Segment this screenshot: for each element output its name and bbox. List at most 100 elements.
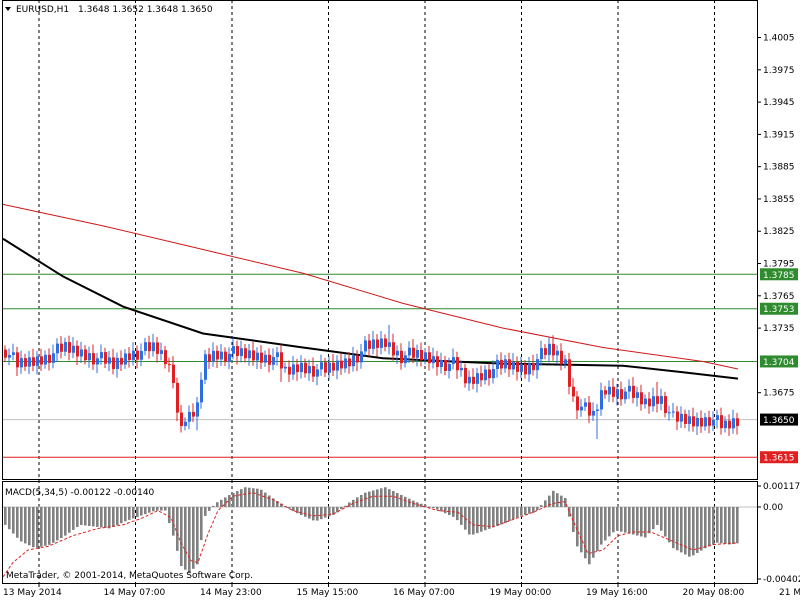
candle-body <box>688 416 691 424</box>
candle-body <box>276 352 279 358</box>
macd-histogram-bar <box>496 506 499 526</box>
macd-histogram-bar <box>304 506 307 517</box>
macd-histogram-bar <box>344 505 347 507</box>
macd-histogram-bar <box>600 506 603 545</box>
candle-body <box>112 357 115 369</box>
candle-body <box>36 356 39 366</box>
macd-histogram-bar <box>288 506 291 509</box>
candle-body <box>492 368 495 379</box>
price-level-label: 1.3785 <box>763 271 795 281</box>
macd-histogram-bar <box>96 506 99 527</box>
candle-body <box>96 358 99 365</box>
macd-histogram-bar <box>700 506 703 551</box>
macd-histogram-bar <box>188 506 191 574</box>
macd-histogram-bar <box>320 506 323 520</box>
macd-histogram-bar <box>184 506 187 570</box>
macd-histogram-bar <box>632 506 635 535</box>
macd-histogram-bar <box>156 506 159 511</box>
macd-histogram-bar <box>644 506 647 538</box>
price-level-badge <box>760 413 798 426</box>
macd-histogram-bar <box>532 506 535 513</box>
macd-histogram-bar <box>440 506 443 512</box>
candle-body <box>4 349 7 358</box>
candle-body <box>268 354 271 365</box>
price-tick-label: 1.3765 <box>763 292 795 302</box>
candle-body <box>244 348 247 359</box>
candle-body <box>56 343 59 354</box>
price-axis: 1.4005 1.3975 1.3945 1.3915 1.3885 1.3855 1.38… <box>757 34 798 464</box>
time-tick-label: 19 May 16:00 <box>586 588 648 598</box>
candle-body <box>672 411 675 413</box>
macd-histogram-bar <box>528 506 531 514</box>
candle-body <box>716 415 719 420</box>
candle-body <box>424 352 427 361</box>
macd-histogram-bar <box>408 498 411 507</box>
macd-histogram-bar <box>172 506 175 536</box>
price-level-badge <box>760 268 798 281</box>
macd-histogram-bar <box>200 506 203 541</box>
candle-body <box>296 364 299 373</box>
candle-body <box>732 418 735 429</box>
dropdown-triangle-icon[interactable] <box>5 7 11 11</box>
macd-histogram-bar <box>580 506 583 553</box>
candle-body <box>680 413 683 422</box>
macd-histogram-bar <box>272 498 275 507</box>
macd-histogram-bar <box>384 487 387 507</box>
candle-body <box>352 355 355 367</box>
macd-histogram-bar <box>312 506 315 521</box>
candle-body <box>404 355 407 364</box>
macd-histogram-bar <box>108 506 111 529</box>
candle-body <box>476 373 479 384</box>
macd-histogram-bar <box>680 506 683 553</box>
candle-body <box>264 354 267 363</box>
candle-body <box>292 364 295 375</box>
macd-histogram-bar <box>672 506 675 549</box>
candle-body <box>348 358 351 367</box>
macd-histogram-bar <box>688 506 691 557</box>
candle-body <box>332 362 335 371</box>
candle-body <box>556 350 559 356</box>
candle-body <box>280 352 283 369</box>
chart-header: EURUSD,H1 1.3648 1.3652 1.3648 1.3650 <box>5 5 213 15</box>
macd-histogram-bar <box>180 506 183 567</box>
macd-histogram-bar <box>728 506 731 545</box>
macd-histogram-bar <box>620 506 623 532</box>
candle-body <box>564 359 567 364</box>
macd-histogram-bar <box>140 506 143 516</box>
candle-body <box>380 338 383 348</box>
macd-histogram-bar <box>208 506 211 511</box>
candle-body <box>72 345 75 353</box>
time-tick-label: 14 May 23:00 <box>200 588 262 598</box>
candle-body <box>20 358 23 368</box>
candle-body <box>692 416 695 427</box>
candle-body <box>640 392 643 405</box>
candle-body <box>300 362 303 373</box>
macd-histogram-bar <box>160 506 163 511</box>
macd-histogram-bar <box>360 495 363 507</box>
candle-body <box>396 350 399 356</box>
macd-histogram-bar <box>576 506 579 547</box>
macd-histogram-bar <box>144 506 147 515</box>
candle-body <box>184 421 187 427</box>
macd-histogram-bar <box>400 494 403 507</box>
candle-body <box>76 345 79 357</box>
candle-body <box>344 358 347 369</box>
macd-histogram-bar <box>720 506 723 544</box>
candle-body <box>368 340 371 349</box>
candle-body <box>104 352 107 364</box>
candle-body <box>616 389 619 397</box>
main-chart-frame <box>2 0 758 480</box>
candle-body <box>316 369 319 377</box>
macd-histogram-bar <box>280 503 283 507</box>
macd-histogram-bar <box>268 495 271 507</box>
macd-histogram-bar <box>168 506 171 524</box>
candle-body <box>604 390 607 395</box>
candle-body <box>484 369 487 381</box>
macd-histogram-bar <box>224 497 227 507</box>
price-tick-label: 1.4005 <box>763 34 795 44</box>
macd-histogram-bar <box>588 506 591 565</box>
candle-body <box>384 338 387 347</box>
candle-body <box>284 366 287 369</box>
macd-histogram-bar <box>484 506 487 531</box>
candle-body <box>624 391 627 400</box>
